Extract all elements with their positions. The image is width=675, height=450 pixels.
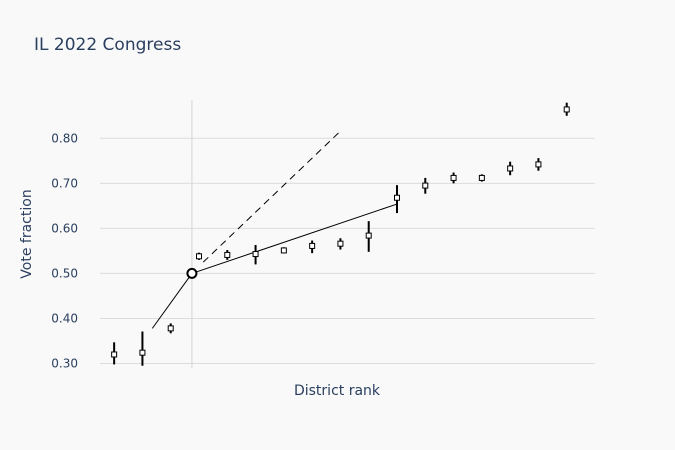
chart-title: IL 2022 Congress — [34, 35, 181, 55]
data-point — [394, 194, 400, 201]
data-point — [196, 253, 202, 260]
y-axis-label: Vote fraction — [19, 189, 35, 278]
data-point — [337, 240, 344, 247]
dashed-fit-line — [202, 132, 340, 263]
y-tick-label: 0.70 — [51, 176, 78, 190]
y-tick-label: 0.80 — [51, 131, 78, 145]
y-tick-labels: 0.30 0.40 0.50 0.60 0.70 0.80 — [51, 131, 78, 370]
y-tick-label: 0.60 — [51, 221, 78, 235]
data-point — [111, 351, 118, 358]
y-tick-label: 0.40 — [51, 311, 78, 325]
y-tick-label: 0.30 — [51, 356, 78, 370]
data-point — [450, 174, 457, 181]
data-point — [535, 161, 542, 168]
gridlines — [100, 100, 595, 368]
x-axis-label: District rank — [294, 383, 381, 399]
data-point — [309, 242, 316, 249]
data-point — [167, 325, 174, 332]
data-point — [422, 182, 429, 189]
center-point-marker — [186, 267, 198, 279]
data-point — [365, 232, 372, 239]
fit-line — [151, 273, 193, 329]
data-point — [478, 174, 485, 181]
data-point — [563, 106, 570, 113]
data-point — [224, 251, 231, 258]
data-point — [507, 165, 514, 172]
data-point — [280, 247, 287, 254]
data-points — [111, 102, 570, 366]
fit-lines — [151, 132, 398, 329]
data-point — [139, 349, 146, 356]
y-tick-label: 0.50 — [51, 266, 78, 280]
fit-line — [191, 203, 398, 274]
data-point — [252, 251, 259, 258]
